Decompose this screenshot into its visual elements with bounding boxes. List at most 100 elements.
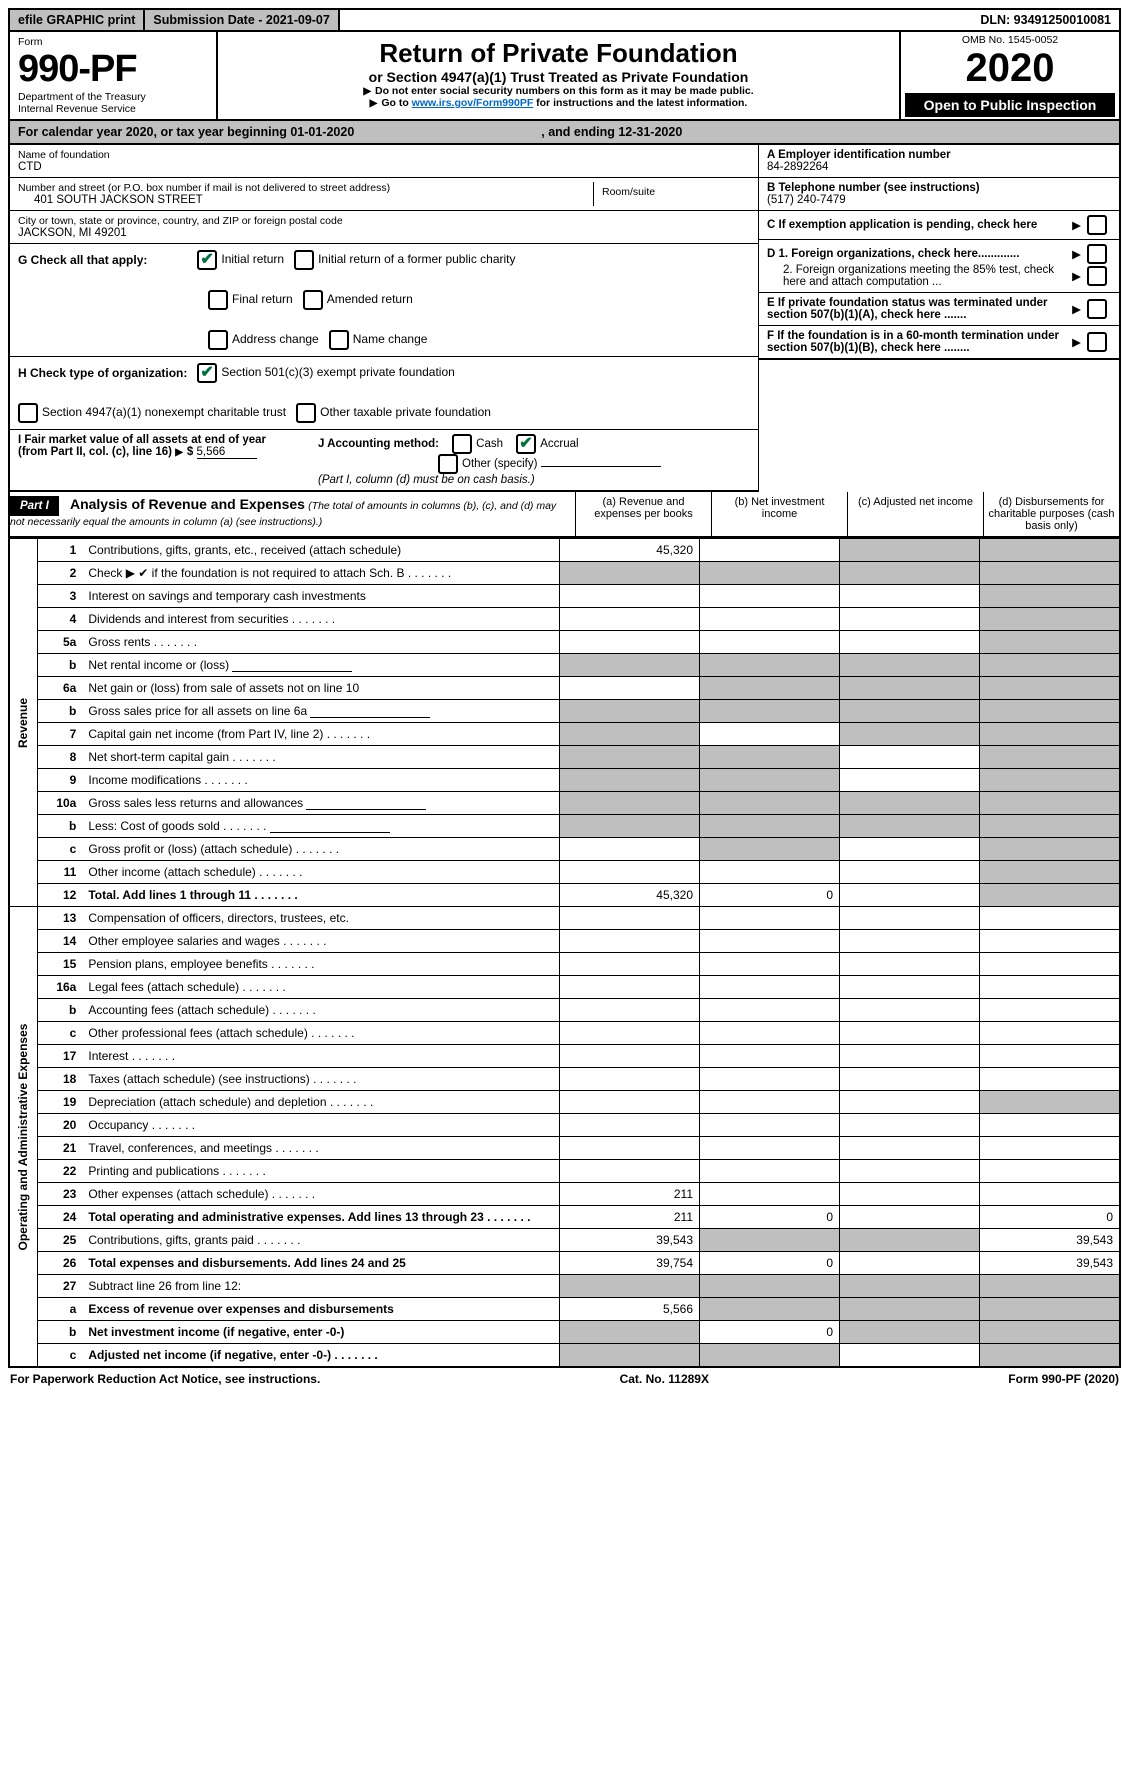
line-description: Net gain or (loss) from sale of assets n… — [82, 677, 559, 700]
h3-checkbox[interactable] — [296, 403, 316, 423]
line-number: 23 — [38, 1183, 83, 1206]
line-number: 9 — [38, 769, 83, 792]
col-d-value — [980, 907, 1121, 930]
other-method-checkbox[interactable] — [438, 454, 458, 474]
col-b-value — [700, 1275, 840, 1298]
foundation-info: Name of foundation CTD Number and street… — [8, 145, 1121, 492]
c-checkbox[interactable] — [1087, 215, 1107, 235]
col-c-value — [840, 953, 980, 976]
d1-label: D 1. Foreign organizations, check here..… — [767, 248, 1066, 260]
table-row: cGross profit or (loss) (attach schedule… — [9, 838, 1120, 861]
line-number: 1 — [38, 539, 83, 562]
amended-checkbox[interactable] — [303, 290, 323, 310]
line-number: 4 — [38, 608, 83, 631]
col-a-value — [560, 815, 700, 838]
name-change-checkbox[interactable] — [329, 330, 349, 350]
col-a-value — [560, 1275, 700, 1298]
col-a-value: 45,320 — [560, 884, 700, 907]
goto-prefix: Go to — [370, 97, 412, 109]
initial-former-label: Initial return of a former public charit… — [318, 252, 515, 266]
g-check-row: G Check all that apply: Initial return I… — [10, 244, 758, 357]
address-change-checkbox[interactable] — [208, 330, 228, 350]
calendar-year-band: For calendar year 2020, or tax year begi… — [8, 121, 1121, 145]
col-b-value — [700, 1045, 840, 1068]
col-b-value — [700, 1068, 840, 1091]
col-b-value — [700, 1160, 840, 1183]
line-description: Total operating and administrative expen… — [82, 1206, 559, 1229]
h-check-row: H Check type of organization: Section 50… — [10, 357, 758, 430]
h1-label: Section 501(c)(3) exempt private foundat… — [221, 365, 454, 379]
table-row: 7Capital gain net income (from Part IV, … — [9, 723, 1120, 746]
efile-print-button[interactable]: efile GRAPHIC print — [10, 10, 145, 30]
col-d-value — [980, 1160, 1121, 1183]
line-number: 22 — [38, 1160, 83, 1183]
line-description: Depreciation (attach schedule) and deple… — [82, 1091, 559, 1114]
h-label: H Check type of organization: — [18, 366, 187, 380]
line-description: Check ▶ ✔ if the foundation is not requi… — [82, 562, 559, 585]
d2-label: 2. Foreign organizations meeting the 85%… — [767, 264, 1066, 288]
line-description: Dividends and interest from securities .… — [82, 608, 559, 631]
col-b-value — [700, 1091, 840, 1114]
table-row: 21Travel, conferences, and meetings . . … — [9, 1137, 1120, 1160]
f-checkbox[interactable] — [1087, 332, 1107, 352]
cash-checkbox[interactable] — [452, 434, 472, 454]
line-number: b — [38, 654, 83, 677]
h1-checkbox[interactable] — [197, 363, 217, 383]
col-d-value — [980, 976, 1121, 999]
col-c-value — [840, 723, 980, 746]
table-row: bAccounting fees (attach schedule) . . .… — [9, 999, 1120, 1022]
col-c-value — [840, 677, 980, 700]
col-c-value — [840, 1137, 980, 1160]
f-label: F If the foundation is in a 60-month ter… — [767, 330, 1066, 354]
line-description: Travel, conferences, and meetings . . . … — [82, 1137, 559, 1160]
line-number: 7 — [38, 723, 83, 746]
col-b-value — [700, 1137, 840, 1160]
col-d-value — [980, 608, 1121, 631]
col-c-value — [840, 631, 980, 654]
d2-checkbox[interactable] — [1087, 266, 1107, 286]
table-row: 3Interest on savings and temporary cash … — [9, 585, 1120, 608]
d1-checkbox[interactable] — [1087, 244, 1107, 264]
col-c-value — [840, 1045, 980, 1068]
col-c-header: (c) Adjusted net income — [847, 492, 983, 536]
final-return-checkbox[interactable] — [208, 290, 228, 310]
accrual-checkbox[interactable] — [516, 434, 536, 454]
col-a-value: 5,566 — [560, 1298, 700, 1321]
table-row: 24Total operating and administrative exp… — [9, 1206, 1120, 1229]
line-description: Other professional fees (attach schedule… — [82, 1022, 559, 1045]
line-number: 6a — [38, 677, 83, 700]
line-description: Total. Add lines 1 through 11 . . . . . … — [82, 884, 559, 907]
col-d-value — [980, 953, 1121, 976]
accrual-label: Accrual — [540, 438, 578, 450]
line-number: 25 — [38, 1229, 83, 1252]
line-number: 8 — [38, 746, 83, 769]
col-b-value — [700, 838, 840, 861]
table-row: bLess: Cost of goods sold . . . . . . . — [9, 815, 1120, 838]
amended-label: Amended return — [327, 292, 413, 306]
h2-checkbox[interactable] — [18, 403, 38, 423]
line-description: Occupancy . . . . . . . — [82, 1114, 559, 1137]
table-row: 27Subtract line 26 from line 12: — [9, 1275, 1120, 1298]
e-checkbox[interactable] — [1087, 299, 1107, 319]
line-description: Compensation of officers, directors, tru… — [82, 907, 559, 930]
col-c-value — [840, 1229, 980, 1252]
col-d-value — [980, 815, 1121, 838]
col-c-value — [840, 608, 980, 631]
initial-return-checkbox[interactable] — [197, 250, 217, 270]
line-description: Printing and publications . . . . . . . — [82, 1160, 559, 1183]
line-number: 20 — [38, 1114, 83, 1137]
initial-former-checkbox[interactable] — [294, 250, 314, 270]
col-b-value — [700, 654, 840, 677]
line-number: b — [38, 815, 83, 838]
col-d-value — [980, 631, 1121, 654]
col-d-value — [980, 1068, 1121, 1091]
line-description: Excess of revenue over expenses and disb… — [82, 1298, 559, 1321]
col-b-value: 0 — [700, 1321, 840, 1344]
form-subtitle: or Section 4947(a)(1) Trust Treated as P… — [226, 69, 891, 85]
col-c-value — [840, 1275, 980, 1298]
table-row: 11Other income (attach schedule) . . . .… — [9, 861, 1120, 884]
irs-form-link[interactable]: www.irs.gov/Form990PF — [412, 97, 534, 109]
expenses-side-label: Operating and Administrative Expenses — [9, 907, 38, 1368]
col-a-value — [560, 1321, 700, 1344]
j-note: (Part I, column (d) must be on cash basi… — [318, 474, 535, 486]
